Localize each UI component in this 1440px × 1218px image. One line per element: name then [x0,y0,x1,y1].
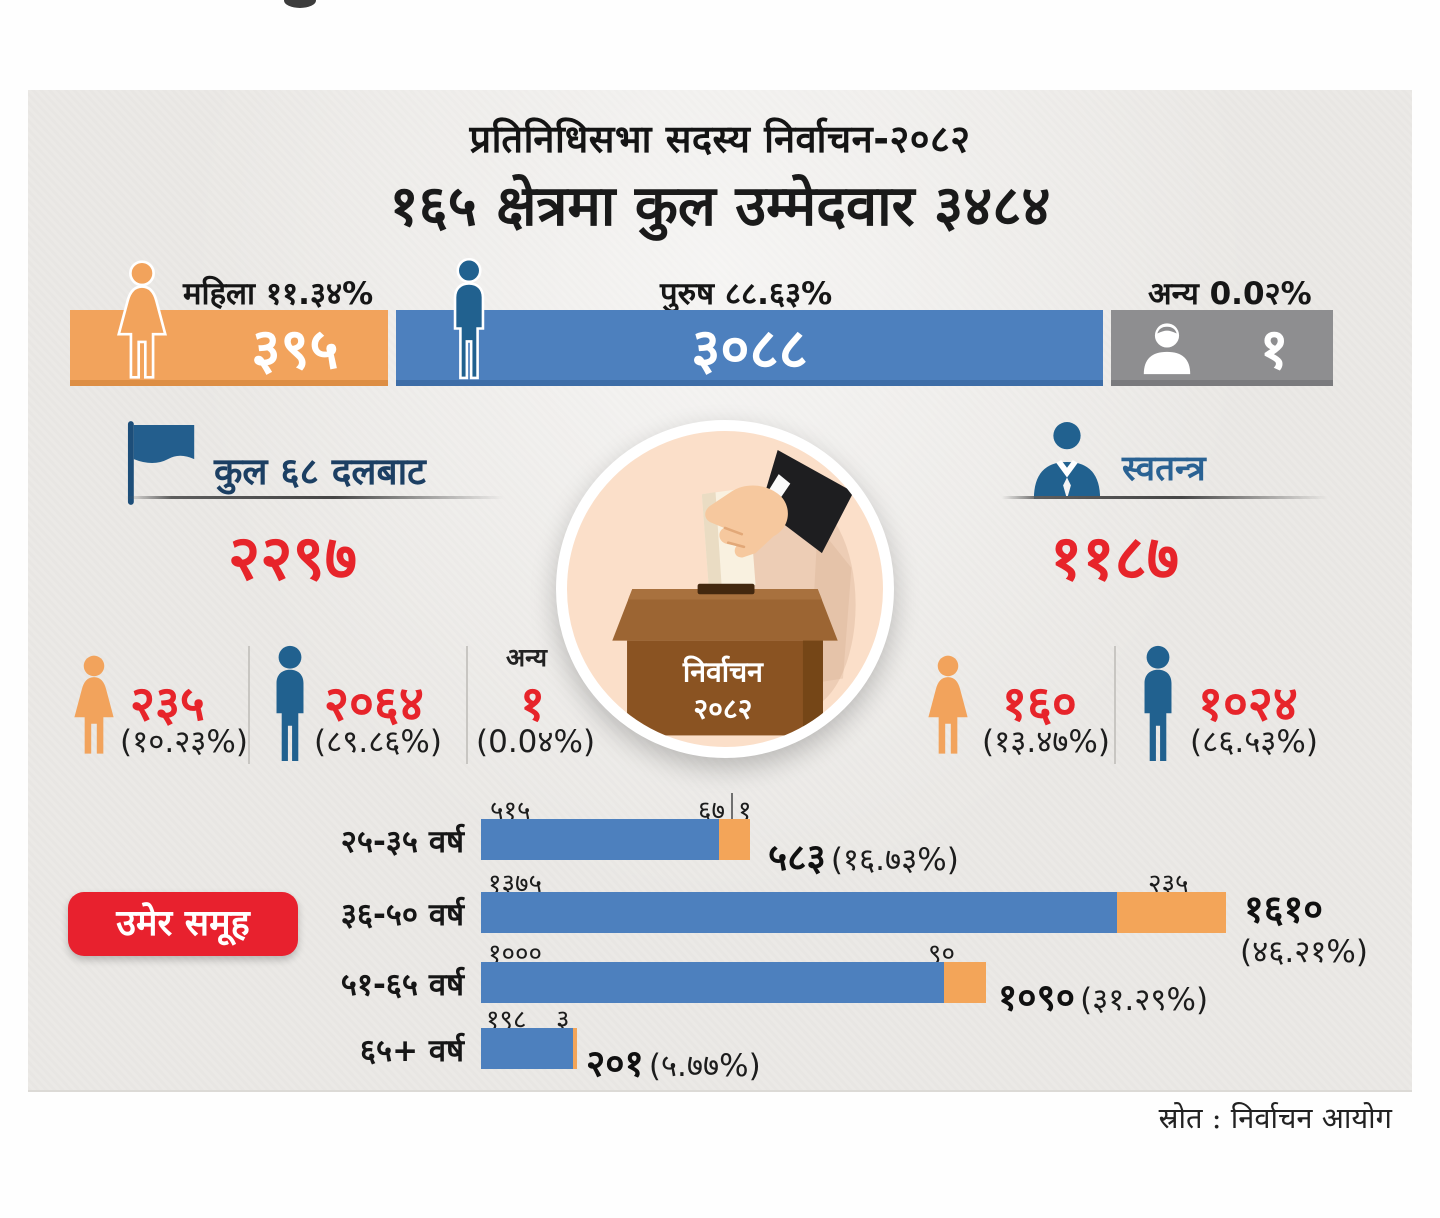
age-bar [481,1028,577,1069]
party-other-percent: (0.0४%) [476,724,596,760]
age-bar [481,962,986,1003]
age-bar [481,819,750,860]
total-value: १६१० [1244,887,1324,931]
ballot-box-label-line2: २०८२ [693,693,752,726]
party-block-title: कुल ६८ दलबाट [214,450,426,493]
party-female-percent: (१०.२३%) [120,724,248,760]
age-row-total: २०१ (५.७७%) [586,1036,761,1087]
kicker-title: प्रतिनिधिसभा सदस्य निर्वाचन-२०८२ [469,117,971,161]
bar-male-segment [481,892,1117,933]
divider [1114,646,1116,764]
party-male-icon [276,645,304,761]
age-row4-female-value: ३ [556,1005,570,1035]
age-row-label: २५-३५ वर्ष [340,824,464,860]
independent-divider-line [1002,496,1328,499]
party-female-count: २३५ [130,676,205,732]
ballot-box-illustration: निर्वाचन २०८२ [612,449,856,736]
divider [248,646,250,764]
party-male-count: २०६४ [324,676,424,732]
bar-female-segment [944,962,986,1003]
bar-female-segment [719,819,750,860]
age-row-label: ५१-६५ वर्ष [340,967,464,1003]
total-percent: (१६.७३%) [830,842,959,878]
age-row-label: ३६-५० वर्ष [340,897,464,933]
man-icon [453,257,485,380]
total-percent: (४६.२१%) [1240,934,1368,970]
ballot-circle: निर्वाचन २०८२ [556,420,894,758]
independent-total: ११८७ [1050,521,1179,594]
female-percent-label: महिला ११.३४% [183,276,374,312]
bar-female-segment [1117,892,1226,933]
flag-icon [127,421,195,505]
age-group-badge: उमेर समूह [68,892,298,956]
independent-female-icon [928,655,968,754]
label-tick [731,793,733,819]
age-row-label: ६५+ वर्ष [359,1033,464,1069]
age-row1-other-value: १ [738,796,752,826]
page-title: १६५ क्षेत्रमा कुल उम्मेदवार ३४८४ [389,174,1051,239]
other-count: १ [1259,317,1289,382]
bar-male-segment [481,1028,573,1069]
female-count: ३९५ [251,317,339,382]
independent-male-percent: (८६.५३%) [1190,724,1318,760]
woman-icon [117,260,167,379]
party-other-count: १ [520,676,545,732]
independent-candidate-icon [1033,422,1101,499]
male-percent-label: पुरुष ८८.६३% [660,276,833,312]
age-row-total: १०९० (३१.२९%) [998,970,1208,1021]
independent-female-percent: (१३.४७%) [982,724,1110,760]
party-total: २२९७ [228,521,357,594]
ballot-box-label-line1: निर्वाचन [682,656,764,689]
male-bar-segment [396,310,1103,386]
total-value: २०१ [586,1042,644,1085]
party-female-icon [74,655,114,754]
independent-block-title: स्वतन्त्र [1122,449,1206,489]
male-count: ३०८८ [691,317,808,382]
independent-male-icon [1144,645,1172,761]
party-male-percent: (८९.८६%) [314,724,442,760]
age-bar [481,892,1226,933]
bar-male-segment [481,819,719,860]
total-percent: (५.७७%) [648,1048,761,1084]
bar-male-segment [481,962,944,1003]
person-bust-icon [1143,323,1191,375]
total-percent: (३१.२९%) [1080,982,1209,1018]
bar-female-segment [573,1028,577,1069]
party-divider-line [126,496,504,499]
divider [466,646,468,764]
party-other-label: अन्य [506,643,547,672]
independent-female-count: १६० [1002,676,1077,732]
total-value: ५८३ [768,836,826,879]
other-percent-label: अन्य 0.0२% [1148,276,1312,312]
independent-male-count: १०२४ [1198,676,1298,732]
total-value: १०९० [998,976,1075,1019]
source-note: स्रोत : निर्वाचन आयोग [1158,1101,1392,1135]
age-row-total: ५८३ (१६.७३%) [768,830,959,881]
cropped-logo-fragment [284,0,316,8]
